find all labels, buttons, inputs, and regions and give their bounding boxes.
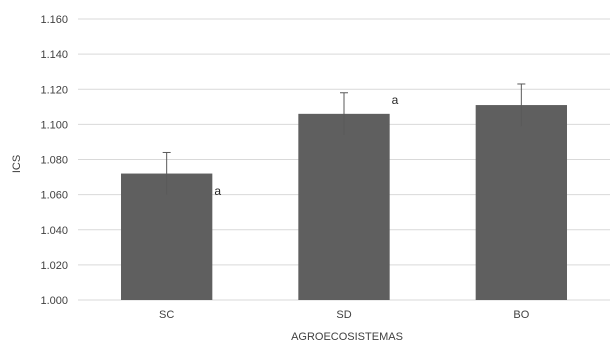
- y-tick-label: 1.020: [40, 260, 68, 272]
- y-tick-label: 1.000: [40, 295, 68, 307]
- x-axis-ticks: SC SD BO: [159, 309, 530, 321]
- y-tick-label: 1.120: [40, 84, 68, 96]
- annotation-label: a: [392, 93, 399, 107]
- annotation-label: a: [214, 184, 221, 198]
- x-tick-label: SC: [159, 309, 174, 321]
- y-tick-label: 1.040: [40, 225, 68, 237]
- bar-bo: [475, 105, 567, 301]
- x-tick-label: SD: [336, 309, 351, 321]
- y-axis-title: ICS: [11, 155, 23, 173]
- error-bar-sc: [162, 151, 171, 195]
- error-bar-bo: [517, 83, 526, 127]
- y-tick-label: 1.060: [40, 190, 68, 202]
- y-tick-label: 1.080: [40, 155, 68, 167]
- y-tick-label: 1.140: [40, 49, 68, 61]
- y-tick-label: 1.100: [40, 119, 68, 131]
- y-axis-ticks: 1.000 1.020 1.040 1.060 1.080 1.100 1.120 1.140…: [40, 14, 68, 307]
- error-bar-sd: [340, 92, 348, 135]
- x-tick-label: BO: [513, 309, 529, 321]
- error-bars: [162, 83, 526, 195]
- bar-sd: [298, 113, 390, 301]
- annotations: aa: [214, 93, 398, 198]
- y-tick-label: 1.160: [40, 14, 68, 26]
- x-axis-title: AGROECOSISTEMAS: [291, 331, 403, 343]
